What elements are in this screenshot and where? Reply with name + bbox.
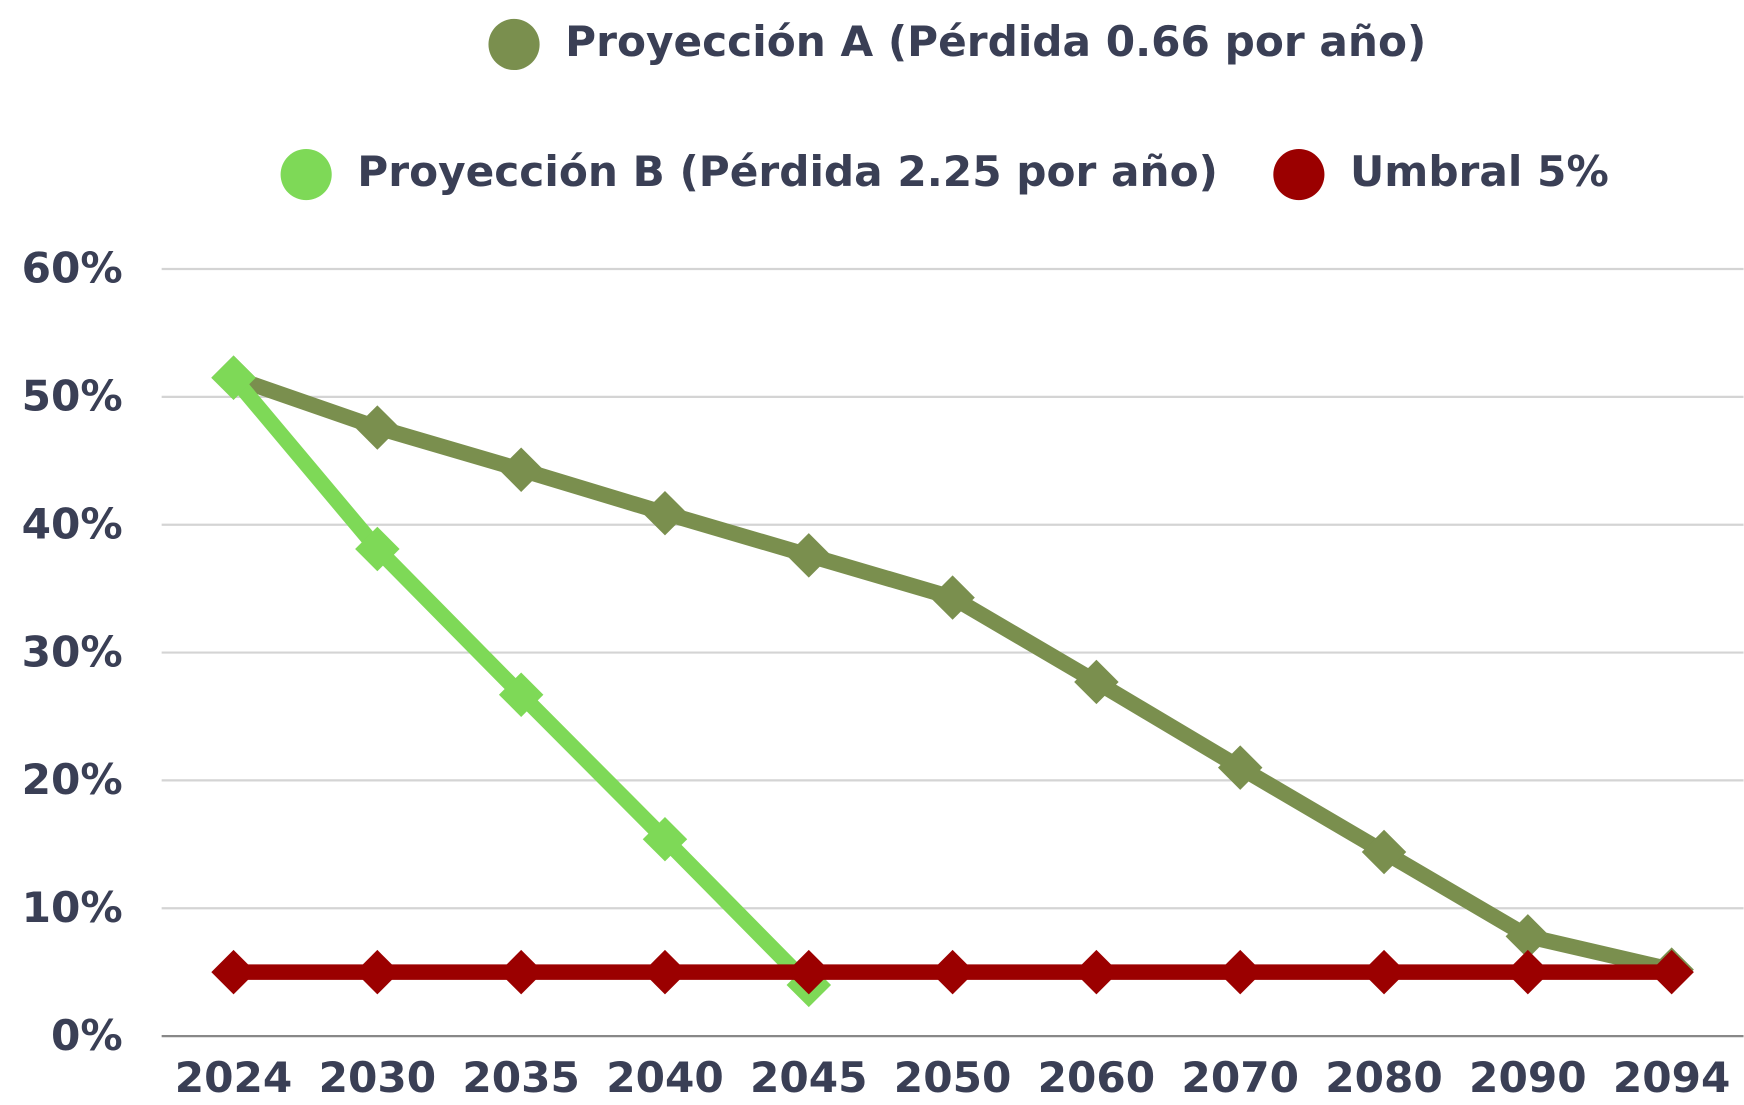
marker	[930, 575, 975, 620]
marker	[211, 949, 256, 995]
x-tick-label: 2035	[462, 1053, 580, 1102]
y-tick-label: 50%	[22, 372, 123, 421]
x-tick-label: 2050	[894, 1053, 1012, 1102]
marker	[1074, 659, 1119, 705]
y-tick-label: 10%	[22, 883, 123, 932]
marker	[498, 949, 544, 995]
legend-swatch	[1273, 148, 1325, 201]
marker	[1361, 949, 1407, 995]
y-tick-label: 60%	[22, 244, 123, 293]
marker	[642, 490, 688, 536]
y-tick-label: 40%	[22, 499, 123, 548]
x-tick-label: 2070	[1181, 1053, 1299, 1102]
series	[211, 949, 1694, 995]
x-tick-label: 2094	[1613, 1053, 1731, 1102]
x-tick-label: 2060	[1038, 1053, 1156, 1102]
marker	[355, 949, 400, 995]
legend-label: Umbral 5%	[1350, 147, 1609, 196]
series	[211, 355, 1694, 992]
marker	[1217, 745, 1263, 790]
legend-swatch	[488, 18, 540, 71]
marker	[498, 447, 544, 492]
x-tick-label: 2030	[319, 1053, 437, 1102]
marker	[642, 949, 688, 995]
marker	[1361, 829, 1407, 875]
series	[211, 355, 832, 1008]
marker	[930, 949, 975, 995]
marker	[355, 405, 400, 450]
legend-label: Proyección B (Pérdida 2.25 por año)	[357, 147, 1218, 196]
marker	[1074, 949, 1119, 995]
marker	[1217, 949, 1263, 995]
marker	[642, 816, 688, 862]
marker	[1505, 914, 1551, 959]
marker	[1505, 949, 1551, 995]
x-tick-label: 2045	[750, 1053, 868, 1102]
marker	[786, 533, 832, 578]
x-tick-label: 2040	[606, 1053, 724, 1102]
y-tick-label: 20%	[22, 755, 123, 804]
marker	[1649, 949, 1694, 995]
marker	[786, 949, 832, 995]
y-tick-label: 0%	[51, 1011, 123, 1060]
series-line	[230, 370, 1674, 978]
marker	[211, 355, 256, 400]
x-tick-label: 2080	[1325, 1053, 1443, 1102]
x-tick-label: 2024	[175, 1053, 293, 1102]
x-tick-label: 2090	[1469, 1053, 1587, 1102]
legend-swatch	[280, 148, 332, 201]
legend-label: Proyección A (Pérdida 0.66 por año)	[565, 17, 1426, 66]
y-tick-label: 30%	[22, 627, 123, 676]
marker	[355, 526, 400, 572]
marker	[498, 672, 544, 717]
